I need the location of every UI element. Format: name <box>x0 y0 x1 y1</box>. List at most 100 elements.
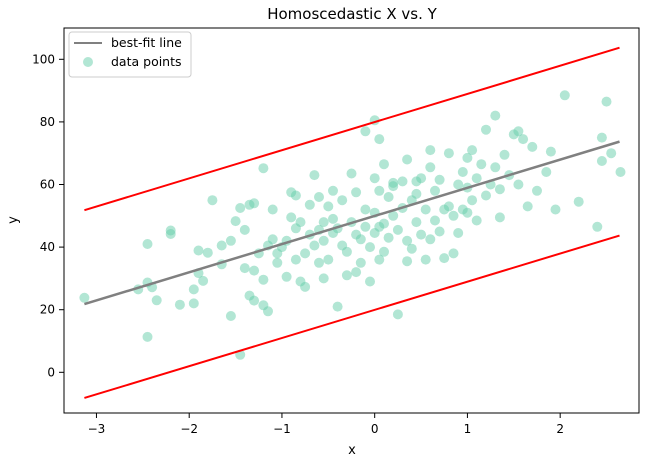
data-point <box>263 306 273 317</box>
data-point <box>615 167 626 177</box>
data-point <box>527 141 538 152</box>
data-point <box>341 246 352 257</box>
data-point <box>360 204 371 215</box>
data-point <box>258 274 269 285</box>
data-point <box>467 145 478 156</box>
data-point <box>351 267 362 278</box>
data-point <box>365 242 375 253</box>
data-point <box>328 213 338 224</box>
data-point <box>420 204 431 215</box>
data-point <box>295 217 306 228</box>
data-point <box>249 295 260 306</box>
data-point <box>225 235 236 246</box>
data-point <box>207 195 218 206</box>
data-point <box>443 148 454 159</box>
data-point <box>198 275 209 286</box>
data-point <box>267 204 278 215</box>
data-point <box>457 167 468 177</box>
data-point <box>374 134 385 145</box>
data-point <box>430 185 440 196</box>
data-point <box>337 195 348 206</box>
data-point <box>499 149 510 160</box>
data-point <box>522 201 533 212</box>
data-point <box>249 265 260 276</box>
y-tick-label: 20 <box>40 303 55 317</box>
chart-title: Homoscedastic X vs. Y <box>267 5 437 23</box>
data-point <box>300 281 311 292</box>
data-point <box>355 257 366 268</box>
data-point <box>494 212 505 223</box>
data-point <box>448 248 459 259</box>
data-point <box>328 185 338 196</box>
data-point <box>425 162 436 173</box>
data-point <box>355 234 366 245</box>
data-point <box>360 221 371 232</box>
data-point <box>202 247 213 258</box>
data-point <box>383 192 394 202</box>
data-point <box>314 257 324 268</box>
data-point <box>318 235 329 246</box>
data-point <box>300 248 311 259</box>
data-point <box>230 216 241 227</box>
data-point <box>318 217 329 228</box>
data-point <box>165 225 176 236</box>
x-tick-label: 1 <box>464 422 472 436</box>
data-point <box>225 311 236 321</box>
data-point <box>142 331 153 342</box>
data-point <box>323 201 334 212</box>
data-point <box>425 234 436 245</box>
data-point <box>341 270 352 281</box>
data-point <box>420 254 431 265</box>
data-point <box>388 177 399 188</box>
data-point <box>188 284 199 295</box>
data-point <box>290 190 301 201</box>
data-point <box>518 134 529 145</box>
data-point <box>383 232 394 243</box>
y-tick-label: 40 <box>40 240 55 254</box>
data-point <box>494 184 505 195</box>
data-point <box>443 201 454 212</box>
data-point <box>402 256 413 267</box>
y-axis-label: y <box>6 216 21 224</box>
data-point <box>281 271 292 282</box>
data-point <box>453 228 464 238</box>
data-point <box>430 215 440 226</box>
chart-marks <box>79 46 626 399</box>
data-point <box>513 179 524 190</box>
legend-points-swatch <box>83 57 93 67</box>
data-point <box>462 207 473 218</box>
data-point <box>174 299 185 310</box>
data-point <box>434 226 445 237</box>
plot-frame <box>63 27 640 414</box>
data-point <box>239 263 250 274</box>
data-point <box>397 176 408 187</box>
data-point <box>439 253 450 264</box>
data-point <box>448 210 459 221</box>
data-point <box>309 170 320 181</box>
data-point <box>79 292 90 303</box>
y-tick-label: 0 <box>47 365 55 379</box>
legend-points-label: data points <box>111 54 182 69</box>
data-point <box>142 239 153 249</box>
data-point <box>392 309 403 320</box>
data-point <box>239 224 250 235</box>
data-point <box>258 163 269 174</box>
data-point <box>365 276 375 287</box>
data-point <box>513 126 524 137</box>
data-point <box>193 245 204 256</box>
data-point <box>411 217 422 228</box>
data-point <box>606 148 617 159</box>
x-tick-label: 2 <box>556 422 564 436</box>
data-point <box>323 254 334 265</box>
x-axis-label: x <box>348 443 356 458</box>
data-point <box>286 212 297 223</box>
data-point <box>481 190 491 201</box>
data-point <box>467 195 478 206</box>
lower-bound-line <box>84 234 620 399</box>
data-point <box>374 254 385 265</box>
x-tick-label: −3 <box>88 422 106 436</box>
data-point <box>592 221 603 232</box>
legend: best-fit line data points <box>68 31 192 78</box>
data-point <box>379 159 389 170</box>
data-point <box>550 204 561 215</box>
